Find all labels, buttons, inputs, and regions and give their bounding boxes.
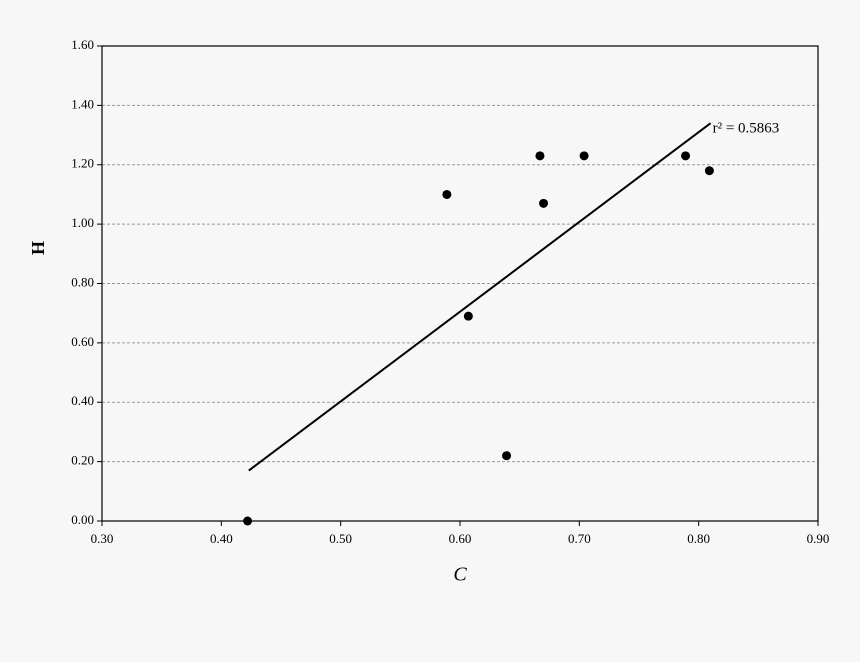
point [681,151,691,161]
annotation: r² = 0.5863 [713,121,780,137]
y-tick-label: 1.00 [71,215,94,230]
point [243,516,253,526]
x-tick-label: 0.80 [687,531,710,546]
y-axis-label: H [28,241,48,255]
x-tick-label: 0.40 [210,531,233,546]
x-tick-label: 0.50 [329,531,352,546]
x-tick-label: 0.60 [449,531,472,546]
trend-line [248,122,712,472]
y-tick-label: 0.20 [71,453,94,468]
y-tick-label: 1.60 [71,37,94,52]
y-tick-label: 0.40 [71,393,94,408]
y-tick-label: 0.60 [71,334,94,349]
point [442,189,452,199]
point [579,151,589,161]
point [463,311,473,321]
y-tick-label: 1.40 [71,96,94,111]
plot-frame [101,45,819,522]
point [502,451,512,461]
y-tick-label: 0.00 [71,512,94,527]
x-axis-label: C [453,564,467,586]
point [535,151,545,161]
y-tick-label: 0.80 [71,274,94,289]
x-tick-label: 0.90 [807,531,830,546]
x-tick-label: 0.70 [568,531,591,546]
y-tick-label: 1.20 [71,156,94,171]
point [704,166,714,176]
x-tick-label: 0.30 [91,531,114,546]
point [539,198,549,208]
